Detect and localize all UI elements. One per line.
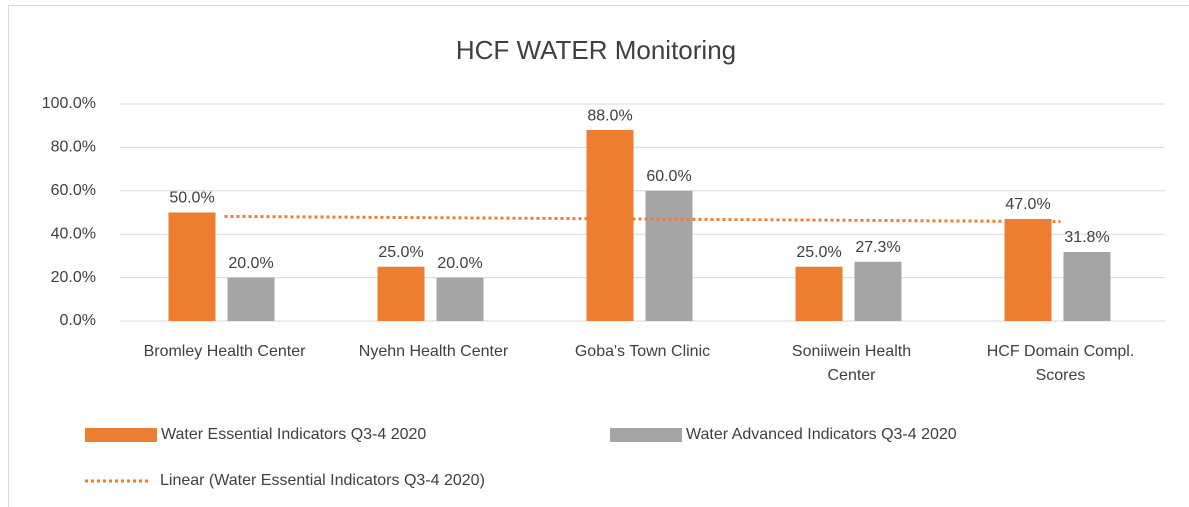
data-label: 25.0% [378,244,423,261]
data-label: 25.0% [796,244,841,261]
y-tick-label: 80.0% [51,139,96,156]
bar [1063,251,1111,321]
bar [1004,219,1052,321]
bar [168,212,216,321]
chart-title: HCF WATER Monitoring [456,35,736,65]
x-tick-label: Goba's Town Clinic [574,343,711,360]
x-tick-label: Nyehn Health Center [358,343,509,360]
data-label: 20.0% [228,255,273,272]
bar [854,261,902,321]
legend-swatch [85,428,157,442]
bar [645,190,693,321]
bar [586,130,634,321]
data-label: 20.0% [437,255,482,272]
y-tick-label: 60.0% [51,182,96,199]
data-label: 50.0% [169,190,214,207]
y-tick-label: 20.0% [51,269,96,286]
bar [377,266,425,321]
x-tick-label: HCF Domain Compl. Scores [986,343,1135,384]
trendline [224,214,1061,224]
y-tick-label: 0.0% [60,312,96,329]
data-label: 88.0% [587,107,632,124]
y-tick-label: 100.0% [42,95,96,112]
bar [795,266,843,321]
data-label: 27.3% [855,239,900,256]
data-label: 31.8% [1064,229,1109,246]
legend-label: Water Advanced Indicators Q3-4 2020 [686,426,957,443]
x-tick-label: Bromley Health Center [143,343,306,360]
bar [227,277,275,321]
bar [436,277,484,321]
chart-border [8,5,1189,507]
data-label: 60.0% [646,168,691,185]
legend-label: Linear (Water Essential Indicators Q3-4 … [160,472,485,489]
x-tick-label: Soniiwein Health Center [791,343,912,384]
legend-label: Water Essential Indicators Q3-4 2020 [161,426,426,443]
legend-swatch [610,428,682,442]
data-label: 47.0% [1005,196,1050,213]
y-tick-label: 40.0% [51,225,96,242]
